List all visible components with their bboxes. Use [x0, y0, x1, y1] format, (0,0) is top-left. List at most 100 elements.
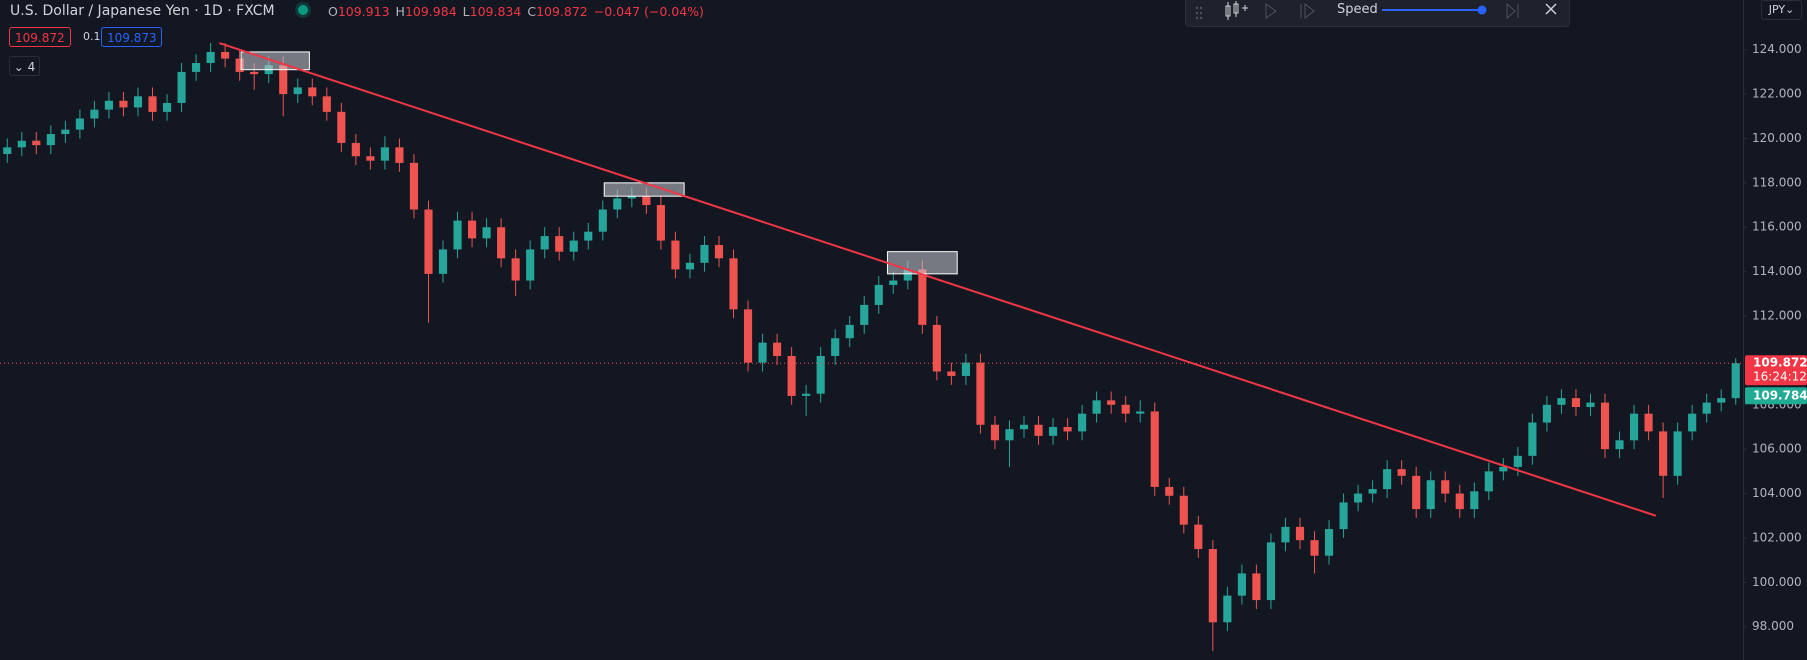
change: −0.047 (−0.04%) — [593, 4, 704, 19]
candle-body — [700, 245, 709, 263]
candle-body — [1339, 502, 1348, 530]
candle-body — [61, 129, 70, 135]
candle-body — [903, 269, 912, 281]
candle-body — [133, 96, 143, 108]
candle-body — [1019, 424, 1029, 430]
trendline — [219, 42, 1657, 517]
candle-body — [1266, 542, 1276, 601]
y-tick-label: 114.000 — [1752, 264, 1802, 278]
candle-body — [758, 342, 767, 363]
candle-body — [250, 71, 259, 75]
candle-body — [221, 51, 230, 59]
candle-body — [1005, 429, 1014, 441]
ohlc-value: 109.834 — [469, 4, 522, 19]
close-button[interactable] — [1545, 3, 1557, 15]
candle-body — [569, 240, 578, 252]
y-tick-label: 122.000 — [1752, 87, 1802, 101]
y-tick-label: 116.000 — [1752, 220, 1802, 234]
y-tick-label: 112.000 — [1752, 309, 1802, 323]
spread: 0.1 — [83, 30, 101, 43]
candle-body — [1194, 524, 1203, 550]
ohlc-value: 109.984 — [404, 4, 457, 19]
candle-body — [1136, 411, 1145, 414]
candle-body — [1063, 426, 1072, 432]
candle-body — [1324, 529, 1334, 556]
highlight-box — [886, 251, 958, 275]
candle-body — [90, 109, 99, 119]
candle-body — [148, 96, 157, 112]
candle-body — [714, 245, 724, 259]
slider-knob[interactable] — [1477, 5, 1487, 15]
candle-body — [438, 249, 448, 274]
indicator-count: 4 — [27, 60, 36, 74]
candle-body — [947, 371, 956, 376]
candle-body — [351, 142, 360, 157]
y-tick-label: 102.000 — [1752, 530, 1802, 544]
candle-body — [235, 58, 244, 72]
chevron: ⌄ — [13, 60, 24, 74]
candle-body — [1252, 573, 1261, 601]
candle-body — [656, 205, 665, 241]
candle-body — [1484, 471, 1493, 492]
play-button[interactable] — [1265, 3, 1277, 19]
candle-body — [1426, 480, 1435, 510]
candle-body — [1295, 526, 1305, 541]
candle-body — [1034, 424, 1043, 436]
ohlc-value: 109.872 — [536, 4, 588, 19]
candle-body — [1223, 595, 1232, 623]
buy-button[interactable]: 109.873 — [101, 27, 162, 47]
jump-button[interactable] — [1506, 2, 1519, 20]
candle-body — [1397, 469, 1406, 476]
candle-body — [1731, 363, 1740, 399]
candle-body — [206, 51, 215, 64]
sell-button[interactable]: 109.872 — [9, 27, 71, 47]
ohlc-legend: O109.913 H109.984 L109.834 C109.872 −0.047 (… — [328, 4, 704, 19]
candle-body — [1441, 480, 1450, 494]
candle-body — [976, 362, 985, 425]
candle-body — [918, 269, 927, 325]
candle-body — [1281, 526, 1290, 543]
ohlc-value: 109.913 — [337, 4, 390, 19]
select-bar-button[interactable] — [1225, 1, 1248, 20]
candle-body — [322, 96, 331, 112]
candle-body — [1121, 404, 1130, 414]
candle-body — [555, 236, 564, 252]
market-status — [298, 5, 308, 15]
indicators-toggle[interactable]: ⌄ 4 — [9, 56, 40, 76]
candle-body — [1499, 466, 1508, 472]
candle-body — [1412, 475, 1421, 510]
candle-body — [511, 258, 520, 281]
highlight-box — [603, 182, 685, 197]
candle-body — [1673, 431, 1682, 476]
candle-body — [409, 162, 419, 210]
y-tick-label: 118.000 — [1752, 175, 1802, 189]
candle-body — [1092, 400, 1101, 414]
symbol-title[interactable]: U.S. Dollar / Japanese Yen · 1D · FXCM — [10, 3, 275, 19]
candle-body — [1048, 426, 1058, 436]
candle-body — [1557, 398, 1566, 405]
candle-body — [1165, 486, 1174, 496]
ohlc-key: C — [527, 4, 537, 19]
candle-body — [671, 240, 680, 270]
candle-body — [1688, 413, 1697, 432]
candle-body — [17, 140, 26, 148]
candle-body — [395, 147, 404, 163]
candle-body — [1717, 398, 1726, 403]
currency-button[interactable]: JPY⌄ — [1761, 0, 1802, 20]
candle-body — [104, 100, 114, 110]
candle-body — [453, 220, 462, 250]
candle-body — [366, 156, 375, 161]
candle-body — [192, 63, 201, 72]
candle-body — [584, 231, 593, 241]
candle-body — [308, 87, 317, 97]
step-button[interactable] — [1300, 2, 1315, 20]
last-price-box — [1745, 355, 1807, 386]
candle-body — [1615, 440, 1624, 450]
candle-body — [1078, 413, 1087, 432]
candle-body — [816, 355, 825, 394]
candle-body — [1107, 400, 1116, 405]
candle-body — [380, 147, 389, 161]
